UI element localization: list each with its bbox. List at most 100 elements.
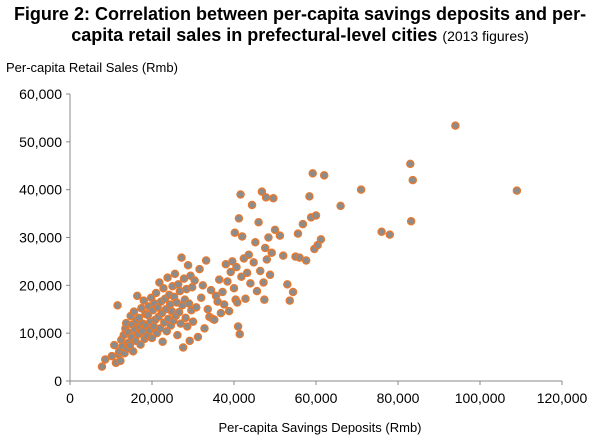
data-point <box>259 278 268 287</box>
x-tick-label: 120,000 <box>537 390 588 406</box>
data-point <box>285 296 295 305</box>
data-point <box>237 272 246 281</box>
data-point <box>288 287 298 297</box>
data-point <box>242 268 252 278</box>
data-point <box>136 340 145 349</box>
x-axis-label: Per-capita Savings Deposits (Rmb) <box>218 420 422 435</box>
data-point <box>151 288 161 298</box>
data-point <box>293 229 303 238</box>
data-point <box>241 294 250 303</box>
data-point <box>192 303 201 312</box>
data-point <box>224 306 234 316</box>
data-point <box>116 356 125 366</box>
x-tick-label: 20,000 <box>131 390 174 406</box>
data-point <box>406 159 415 169</box>
data-point <box>275 231 285 240</box>
data-point <box>218 287 227 297</box>
data-point <box>193 332 203 342</box>
data-point <box>177 253 186 262</box>
data-point <box>319 171 329 180</box>
data-point <box>385 230 395 239</box>
data-point <box>113 301 122 310</box>
data-point <box>230 228 240 237</box>
data-point <box>158 337 167 347</box>
data-point <box>336 201 345 211</box>
data-point <box>195 264 204 274</box>
data-point <box>173 280 183 289</box>
data-point <box>229 283 239 293</box>
data-point <box>190 276 199 285</box>
data-point <box>264 233 273 242</box>
data-point <box>311 211 321 220</box>
data-point <box>196 293 206 303</box>
data-point <box>278 251 288 260</box>
data-point <box>163 273 172 282</box>
data-point <box>188 317 198 326</box>
chart-title-line1: Figure 2: Correlation between per-capita… <box>13 4 587 24</box>
data-point <box>219 300 229 309</box>
x-tick-label: 80,000 <box>377 390 420 406</box>
data-point <box>159 283 168 293</box>
data-point <box>235 329 244 339</box>
x-tick-label: 40,000 <box>213 390 256 406</box>
y-tick-label: 60,000 <box>19 86 62 102</box>
data-point <box>128 347 138 356</box>
data-point <box>356 185 366 194</box>
data-point <box>257 187 267 196</box>
data-point <box>255 266 265 276</box>
data-point <box>301 256 311 265</box>
chart-title-line2: capita retail sales in prefectural-level… <box>0 25 600 47</box>
y-tick-label: 10,000 <box>19 325 62 341</box>
data-point <box>139 296 149 305</box>
data-point <box>308 169 317 178</box>
y-tick-label: 20,000 <box>19 277 62 293</box>
data-point <box>237 232 247 241</box>
data-point <box>265 270 275 280</box>
data-point <box>298 219 308 229</box>
data-point <box>173 330 182 340</box>
y-tick-label: 50,000 <box>19 134 62 150</box>
data-point <box>155 278 164 287</box>
data-point <box>408 175 418 185</box>
x-tick-label: 100,000 <box>455 390 506 406</box>
data-point <box>174 307 184 317</box>
data-point <box>254 217 263 227</box>
data-point <box>162 327 172 336</box>
data-point <box>316 235 326 244</box>
data-point <box>210 315 219 325</box>
chart-title-suffix: (2013 figures) <box>442 28 529 44</box>
data-point <box>170 269 180 279</box>
data-point <box>262 255 272 264</box>
data-point <box>198 281 208 290</box>
data-point <box>234 214 244 223</box>
tick-labels: 0 20,000 40,000 60,000 80,000 100,000 120,000 0… <box>19 86 587 406</box>
data-point <box>270 225 280 235</box>
data-point <box>147 333 157 343</box>
data-point <box>233 322 243 331</box>
data-point <box>283 280 292 289</box>
data-point <box>216 308 226 318</box>
data-point <box>228 257 237 266</box>
data-point <box>185 336 194 346</box>
data-point <box>260 295 269 304</box>
data-point <box>200 324 209 333</box>
y-axis-label: Per-capita Retail Sales (Rmb) <box>6 60 178 75</box>
data-point <box>206 285 216 295</box>
data-point <box>246 279 255 288</box>
data-point <box>232 262 241 272</box>
data-point <box>260 243 270 253</box>
data-point <box>183 260 193 270</box>
data-point <box>110 340 119 350</box>
data-point <box>267 248 276 258</box>
data-point <box>134 313 144 323</box>
data-point <box>261 193 271 202</box>
data-point <box>233 298 242 307</box>
data-point <box>201 256 211 265</box>
data-point <box>183 322 192 331</box>
data-point <box>129 307 139 316</box>
data-point <box>97 362 107 371</box>
y-tick-label: 30,000 <box>19 230 62 246</box>
chart-title: Figure 2: Correlation between per-capita… <box>0 4 600 47</box>
data-point <box>247 200 257 210</box>
